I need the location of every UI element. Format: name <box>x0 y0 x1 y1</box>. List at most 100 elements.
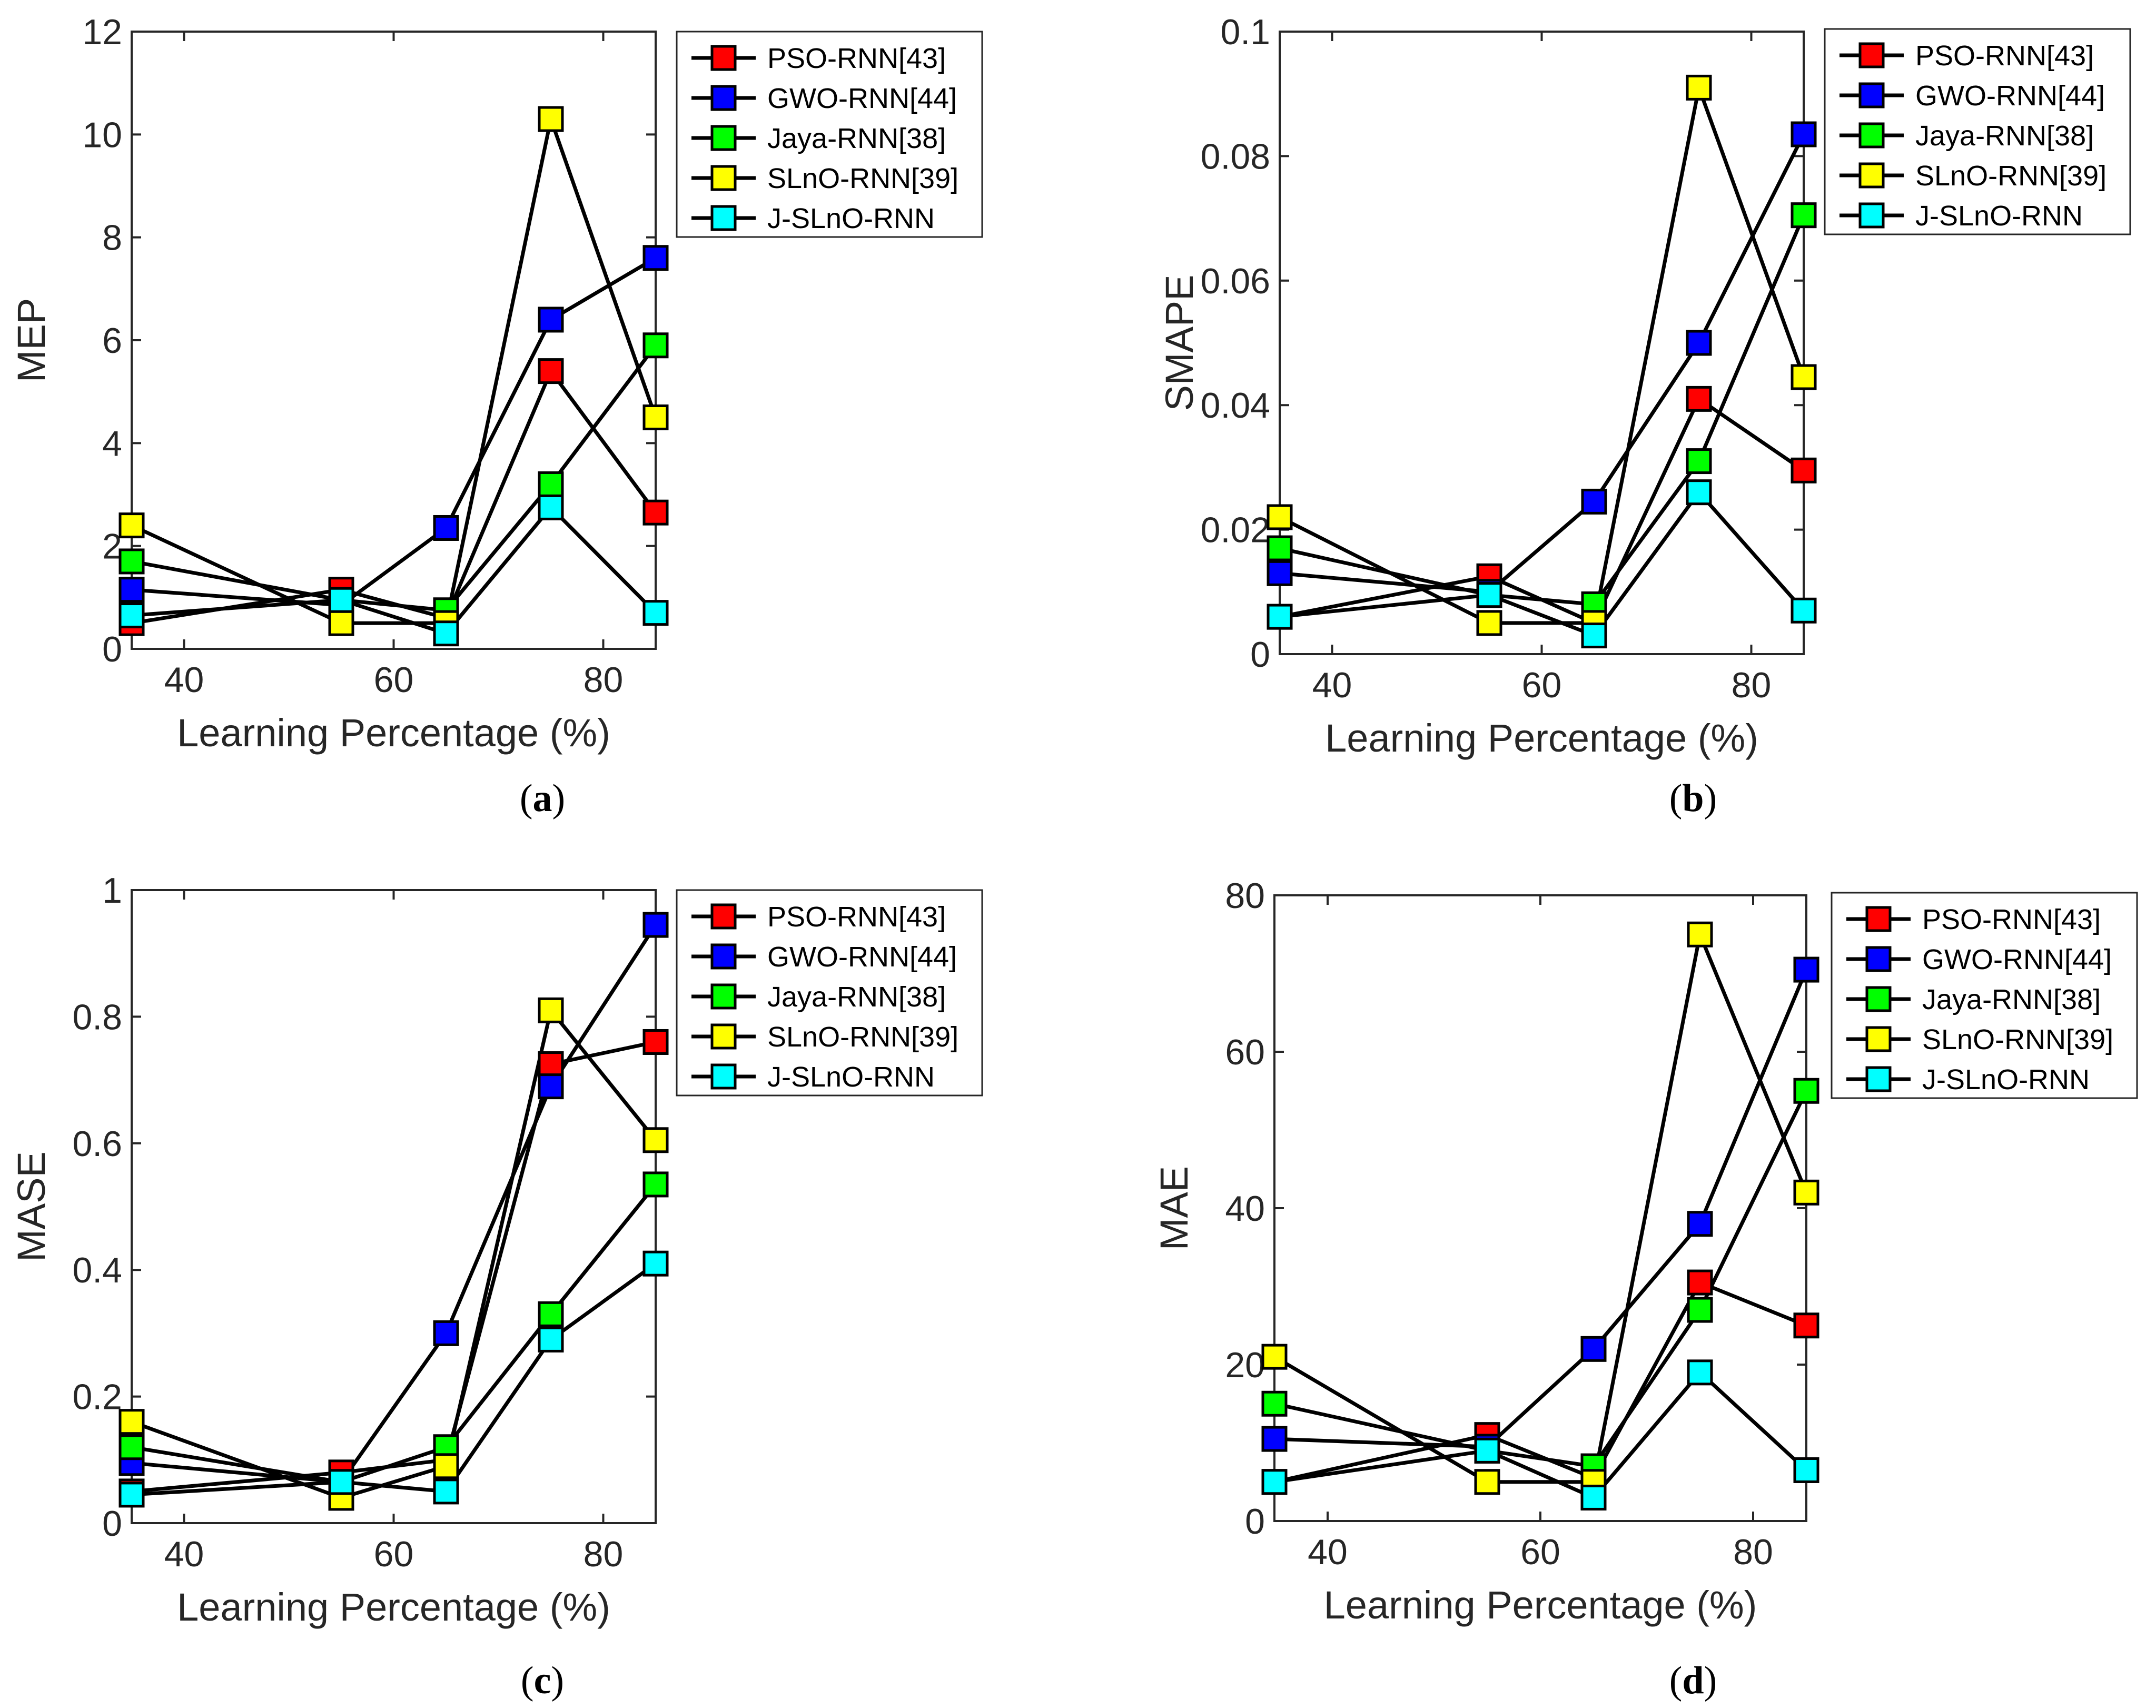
y-axis-label: SMAPE <box>1158 274 1201 411</box>
legend-marker <box>710 205 737 231</box>
y-tick-label: 0.8 <box>72 997 122 1037</box>
legend-entry: SLnO-RNN[39] <box>691 163 958 194</box>
legend-marker <box>1865 1026 1892 1052</box>
legend-entry: GWO-RNN[44] <box>691 83 957 114</box>
x-tick-label: 40 <box>164 1534 204 1574</box>
x-tick-label: 40 <box>1312 665 1352 705</box>
legend-label: J-SLnO-RNN <box>1915 200 2083 232</box>
legend-marker <box>1858 162 1885 189</box>
data-point-SLnO-RNN[39] <box>538 106 564 132</box>
data-point-PSO-RNN[43] <box>642 499 669 526</box>
legend-marker <box>710 903 737 930</box>
y-tick-label: 0.06 <box>1201 261 1270 301</box>
data-point-SLnO-RNN[39] <box>1687 921 1713 947</box>
legend-entry: SLnO-RNN[39] <box>1839 160 2106 192</box>
chart-panel-c: 40 60 80 0 0.2 0.4 0.6 0.8 1 Learning Percentage … <box>9 871 983 1702</box>
legend: PSO-RNN[43] GWO-RNN[44] Jaya-RNN[38] SLnO-R… <box>676 889 983 1097</box>
x-axis-label: Learning Percentage (%) <box>1325 716 1758 760</box>
legend-marker <box>1858 82 1885 108</box>
data-point-SLnO-RNN[39] <box>118 512 145 539</box>
y-tick-label: 10 <box>82 115 122 155</box>
data-point-Jaya-RNN[38] <box>642 332 669 359</box>
legend-marker <box>1858 202 1885 229</box>
legend-entry: PSO-RNN[43] <box>691 901 946 933</box>
x-tick-label: 40 <box>164 660 204 700</box>
caption-open-paren: ( <box>1669 777 1683 820</box>
legend-entry: GWO-RNN[44] <box>691 941 957 973</box>
data-point-SLnO-RNN[39] <box>1474 1469 1500 1495</box>
data-point-Jaya-RNN[38] <box>1791 202 1817 229</box>
legend-label: PSO-RNN[43] <box>767 901 946 933</box>
legend: PSO-RNN[43] GWO-RNN[44] Jaya-RNN[38] SLnO-R… <box>1831 892 2138 1099</box>
legend-label: SLnO-RNN[39] <box>767 163 958 194</box>
data-point-GWO-RNN[44] <box>433 515 459 541</box>
caption-close-paren: ) <box>1704 777 1717 820</box>
data-point-SLnO-RNN[39] <box>1791 364 1817 390</box>
legend-entry: SLnO-RNN[39] <box>691 1021 958 1053</box>
y-tick-label: 40 <box>1225 1189 1265 1229</box>
legend-label: PSO-RNN[43] <box>767 43 946 74</box>
y-tick-label: 12 <box>82 12 122 52</box>
legend-entry: Jaya-RNN[38] <box>691 981 946 1013</box>
data-point-J-SLnO-RNN <box>328 1469 354 1495</box>
data-point-Jaya-RNN[38] <box>1267 535 1293 561</box>
y-tick-label: 0 <box>102 1504 122 1544</box>
legend-marker <box>710 1063 737 1090</box>
y-tick-label: 0 <box>1250 635 1270 675</box>
legend-marker <box>710 943 737 970</box>
data-point-GWO-RNN[44] <box>1581 488 1607 515</box>
data-point-GWO-RNN[44] <box>1580 1336 1607 1362</box>
panel-caption: (b) <box>1669 777 1717 820</box>
y-tick-label: 0.6 <box>72 1124 122 1164</box>
data-point-Jaya-RNN[38] <box>1687 1297 1713 1323</box>
y-tick-label: 8 <box>102 218 122 258</box>
legend-marker <box>1865 1066 1892 1092</box>
data-point-GWO-RNN[44] <box>538 1073 564 1100</box>
legend-entry: PSO-RNN[43] <box>1846 904 2101 935</box>
y-axis-label: MEP <box>9 298 53 382</box>
data-point-Jaya-RNN[38] <box>1261 1390 1288 1417</box>
data-point-SLnO-RNN[39] <box>433 1453 459 1479</box>
data-point-GWO-RNN[44] <box>118 577 145 603</box>
legend-label: GWO-RNN[44] <box>767 941 957 973</box>
data-point-Jaya-RNN[38] <box>642 1171 669 1198</box>
legend-entry: J-SLnO-RNN <box>691 203 935 234</box>
data-point-J-SLnO-RNN <box>1791 597 1817 624</box>
legend-marker <box>710 45 737 71</box>
data-point-J-SLnO-RNN <box>1474 1437 1500 1464</box>
legend-label: J-SLnO-RNN <box>767 203 935 234</box>
plot-area <box>1273 894 1807 1522</box>
panel-caption: (a) <box>520 777 565 820</box>
legend-label: SLnO-RNN[39] <box>1915 160 2106 192</box>
y-tick-label: 0.04 <box>1201 386 1270 426</box>
legend-label: GWO-RNN[44] <box>1915 80 2105 112</box>
chart-panel-b: 40 60 80 0 0.02 0.04 0.06 0.08 0.1 Learning Perce… <box>1158 12 2131 820</box>
y-tick-label: 0.02 <box>1201 510 1270 550</box>
data-point-GWO-RNN[44] <box>1686 330 1712 356</box>
data-point-Jaya-RNN[38] <box>118 548 145 575</box>
data-point-J-SLnO-RNN <box>1793 1457 1819 1483</box>
data-point-J-SLnO-RNN <box>1580 1484 1607 1510</box>
caption-letter: a <box>533 777 552 820</box>
data-point-J-SLnO-RNN <box>433 1478 459 1505</box>
data-point-J-SLnO-RNN <box>118 603 145 629</box>
legend-label: J-SLnO-RNN <box>767 1061 935 1093</box>
legend-entry: J-SLnO-RNN <box>1839 200 2083 232</box>
legend-marker <box>1858 122 1885 149</box>
legend-label: SLnO-RNN[39] <box>1922 1024 2113 1055</box>
x-tick-label: 80 <box>583 1534 624 1574</box>
data-point-J-SLnO-RNN <box>642 600 669 626</box>
data-point-SLnO-RNN[39] <box>1686 74 1712 101</box>
x-axis-label: Learning Percentage (%) <box>1324 1583 1757 1627</box>
data-point-Jaya-RNN[38] <box>118 1434 145 1460</box>
y-tick-label: 1 <box>102 871 122 911</box>
data-point-PSO-RNN[43] <box>642 1029 669 1055</box>
legend-label: GWO-RNN[44] <box>1922 944 2112 975</box>
data-point-J-SLnO-RNN <box>1686 479 1712 506</box>
legend-label: Jaya-RNN[38] <box>1915 120 2094 152</box>
legend-label: Jaya-RNN[38] <box>767 981 946 1013</box>
caption-letter: c <box>534 1659 551 1702</box>
caption-open-paren: ( <box>521 1659 534 1702</box>
data-point-GWO-RNN[44] <box>1687 1211 1713 1237</box>
